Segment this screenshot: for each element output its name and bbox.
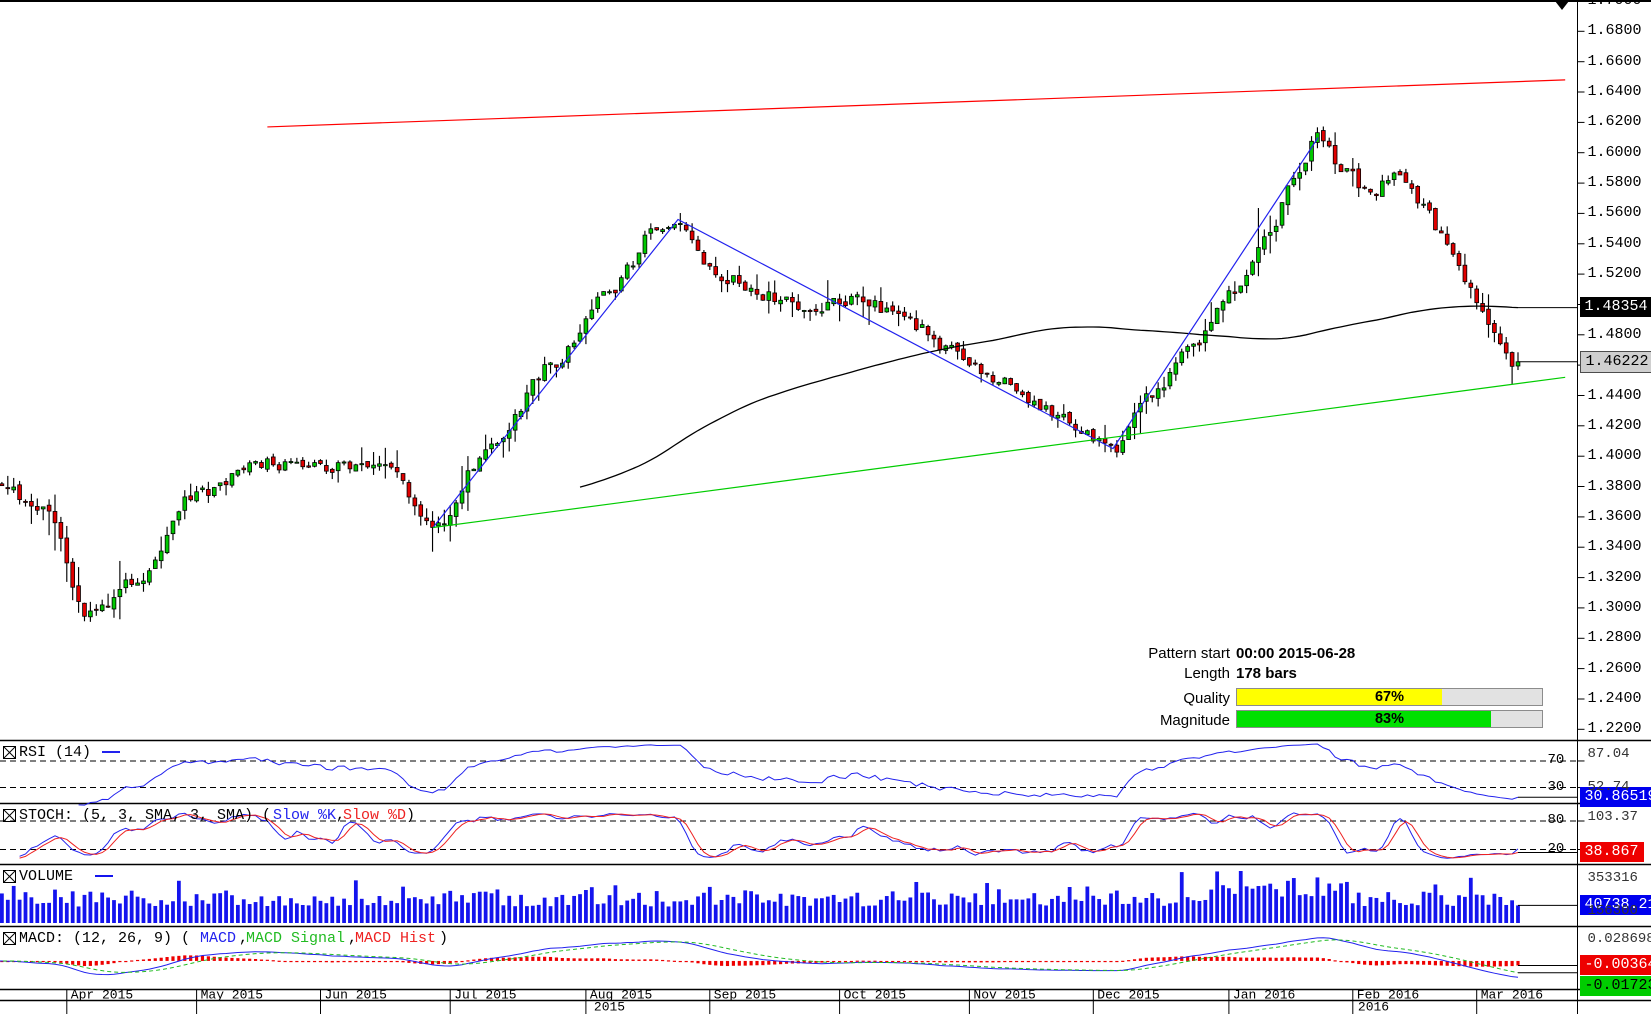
svg-text:Nov 2015: Nov 2015 xyxy=(973,987,1035,1002)
svg-text:Jun 2015: Jun 2015 xyxy=(325,987,387,1002)
svg-text:Mar 2016: Mar 2016 xyxy=(1481,987,1543,1002)
svg-text:Sep 2015: Sep 2015 xyxy=(714,987,776,1002)
svg-text:Aug 2015: Aug 2015 xyxy=(590,987,652,1002)
svg-text:May 2015: May 2015 xyxy=(201,987,263,1002)
svg-text:Apr 2015: Apr 2015 xyxy=(71,987,133,1002)
svg-text:Oct 2015: Oct 2015 xyxy=(844,987,906,1002)
svg-text:Jul 2015: Jul 2015 xyxy=(454,987,516,1002)
svg-text:Feb 2016: Feb 2016 xyxy=(1357,987,1419,1002)
svg-text:Jan 2016: Jan 2016 xyxy=(1233,987,1295,1002)
svg-text:Dec 2015: Dec 2015 xyxy=(1097,987,1159,1002)
svg-text:2016: 2016 xyxy=(1358,999,1389,1014)
svg-text:2015: 2015 xyxy=(594,999,625,1014)
